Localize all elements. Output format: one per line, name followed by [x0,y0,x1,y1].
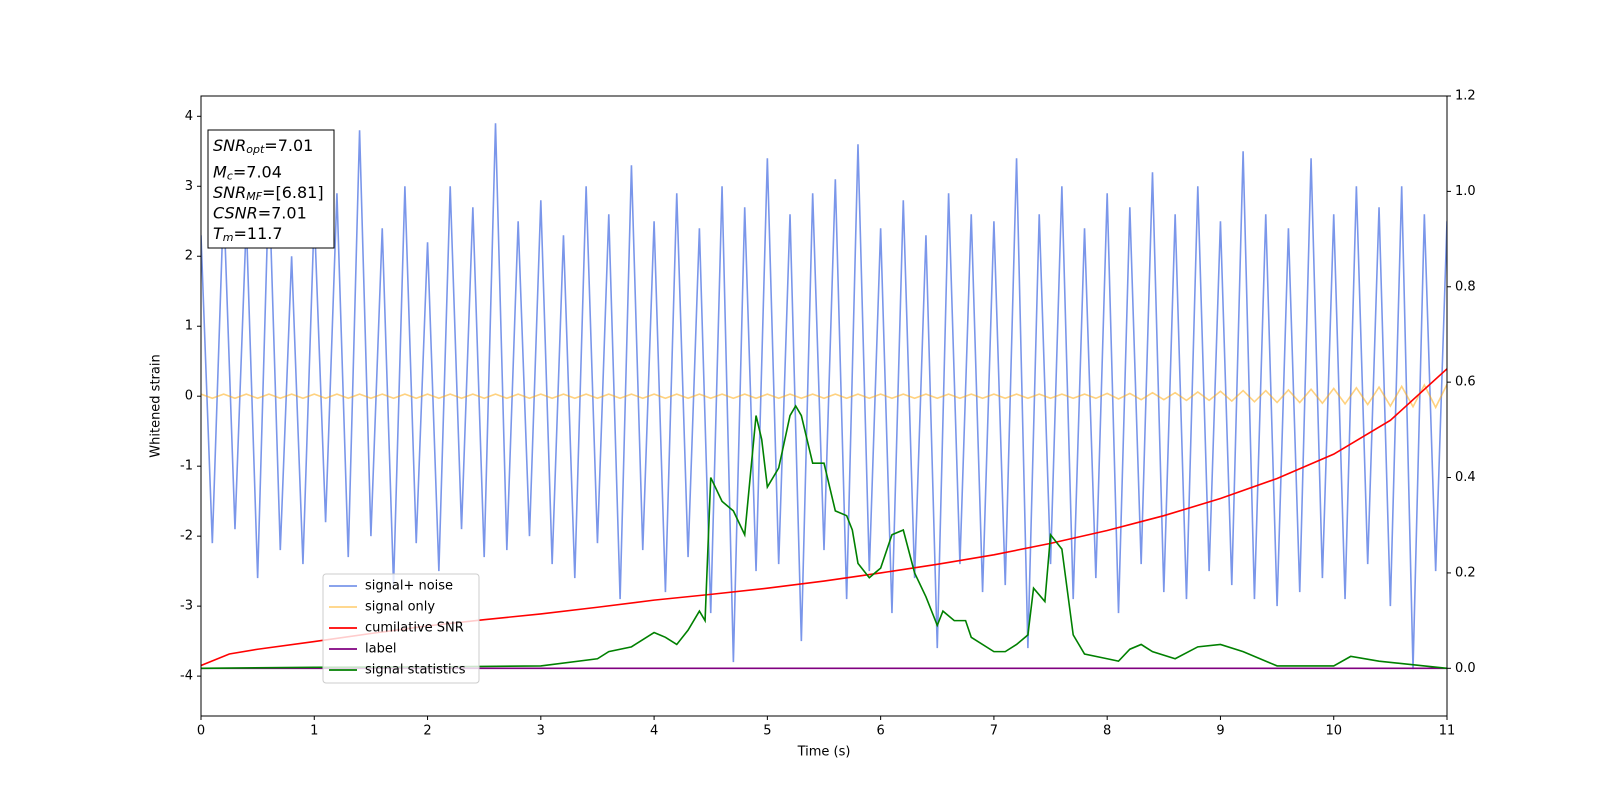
annotation: Mc=7.04 [213,162,282,183]
y-axis-label: Whitened strain [149,354,164,457]
plot-frame [200,95,1448,717]
annotation-value: =7.01 [264,136,313,155]
x-tick-label: 6 [876,724,884,739]
y-tick-label: 3 [185,179,193,194]
x-axis-label: Time (s) [797,745,851,760]
annotation: SNRopt=7.01 [213,136,313,157]
y-tick-label: -1 [180,459,193,474]
annotation-value: =11.7 [234,224,283,243]
y2-tick-label: 0.8 [1455,279,1476,294]
annotation: SNRMF=[6.81] [213,183,324,204]
series-line [201,123,1447,670]
annotation: Tm=11.7 [213,224,283,245]
x-tick-label: 7 [990,724,998,739]
y-tick-label: 2 [185,249,193,264]
x-tick-label: 11 [1439,724,1456,739]
annotation-subscript: opt [246,143,265,156]
annotation-subscript: MF [246,190,262,203]
x-tick-label: 0 [197,724,205,739]
x-tick-label: 4 [650,724,658,739]
annotation-box [207,129,335,249]
annotation-symbol: M [213,162,227,181]
legend-label: label [365,642,396,657]
y2-tick-label: 1.2 [1455,89,1476,104]
legend-label: signal statistics [365,663,466,678]
y-tick-label: 4 [185,109,193,124]
x-tick-label: 8 [1103,724,1111,739]
x-tick-label: 3 [537,724,545,739]
y2-tick-label: 0.6 [1455,375,1476,390]
series-line [201,404,1447,670]
annotation-subscript: c [227,170,233,183]
x-tick-label: 2 [423,724,431,739]
annotation-symbol: CSNR [213,203,258,222]
legend-box [322,573,480,684]
annotation: CSNR=7.01 [213,203,307,222]
annotation-symbol: SNR [213,183,246,202]
legend-label: signal+ noise [365,579,453,594]
annotation-value: =7.01 [258,203,307,222]
x-tick-label: 5 [763,724,771,739]
series-line [201,383,1447,410]
y2-tick-label: 1.0 [1455,184,1476,199]
legend-label: cumilative SNR [365,621,464,636]
annotation-symbol: T [213,224,224,243]
y-tick-label: 1 [185,319,193,334]
y2-tick-label: 0.0 [1455,661,1476,676]
y-tick-label: -4 [180,669,193,684]
annotation-subscript: m [223,231,234,244]
y-tick-label: -2 [180,529,193,544]
x-tick-label: 9 [1216,724,1224,739]
annotation-value: =7.04 [233,162,282,181]
y-tick-label: 0 [185,389,193,404]
annotation-symbol: SNR [213,136,246,155]
y2-tick-label: 0.4 [1455,470,1476,485]
y-tick-label: -3 [180,599,193,614]
annotation-value: =[6.81] [262,183,324,202]
x-tick-label: 10 [1325,724,1342,739]
x-tick-label: 1 [310,724,318,739]
y2-tick-label: 0.2 [1455,565,1476,580]
legend-label: signal only [365,600,435,615]
